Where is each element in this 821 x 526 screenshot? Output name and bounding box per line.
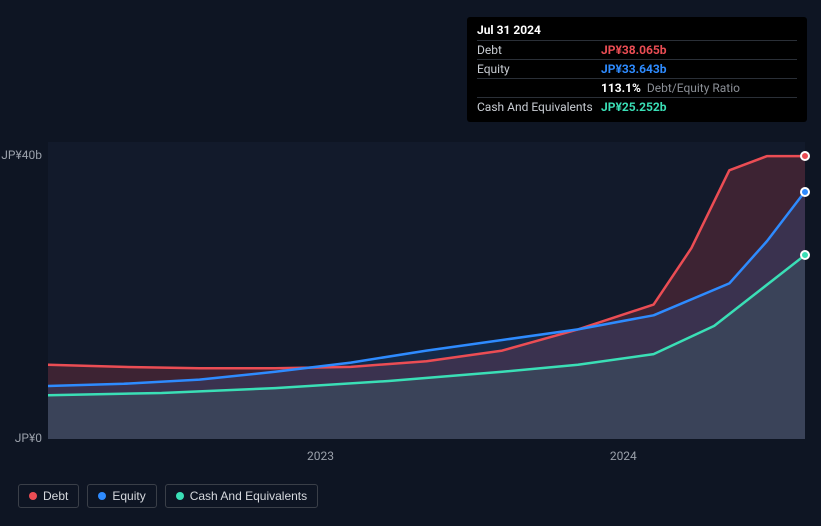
legend-item-cash-and-equivalents[interactable]: Cash And Equivalents bbox=[165, 484, 318, 508]
tooltip-row-label bbox=[477, 81, 601, 95]
legend-item-label: Equity bbox=[112, 489, 145, 503]
hover-tooltip: Jul 31 2024 DebtJP¥38.065bEquityJP¥33.64… bbox=[467, 17, 807, 122]
x-tick-label: 2023 bbox=[307, 449, 334, 463]
tooltip-row: Cash And EquivalentsJP¥25.252b bbox=[477, 97, 797, 116]
y-tick-label: JP¥40b bbox=[0, 148, 42, 162]
series-end-marker bbox=[800, 250, 810, 260]
tooltip-row-value: 113.1% bbox=[601, 81, 641, 95]
legend-item-label: Debt bbox=[43, 489, 68, 503]
legend: Debt Equity Cash And Equivalents bbox=[18, 484, 318, 508]
legend-item-equity[interactable]: Equity bbox=[87, 484, 156, 508]
tooltip-row-value: JP¥25.252b bbox=[601, 100, 667, 114]
legend-item-debt[interactable]: Debt bbox=[18, 484, 79, 508]
series-end-marker bbox=[800, 151, 810, 161]
legend-dot-icon bbox=[98, 492, 106, 500]
tooltip-row: DebtJP¥38.065b bbox=[477, 40, 797, 59]
tooltip-row-note: Debt/Equity Ratio bbox=[647, 81, 740, 95]
plot-area[interactable] bbox=[48, 142, 805, 439]
tooltip-date: Jul 31 2024 bbox=[477, 23, 797, 37]
x-tick-label: 2024 bbox=[610, 449, 637, 463]
legend-dot-icon bbox=[29, 492, 37, 500]
series-end-marker bbox=[800, 187, 810, 197]
chart-container: JP¥0JP¥40b 20232024 Jul 31 2024 DebtJP¥3… bbox=[0, 0, 821, 526]
y-tick-label: JP¥0 bbox=[0, 431, 42, 445]
tooltip-row-label: Debt bbox=[477, 43, 601, 57]
tooltip-row-label: Equity bbox=[477, 62, 601, 76]
tooltip-row: 113.1% Debt/Equity Ratio bbox=[477, 78, 797, 97]
legend-dot-icon bbox=[176, 492, 184, 500]
tooltip-row-value: JP¥33.643b bbox=[601, 62, 667, 76]
tooltip-row-label: Cash And Equivalents bbox=[477, 100, 601, 114]
tooltip-row: EquityJP¥33.643b bbox=[477, 59, 797, 78]
legend-item-label: Cash And Equivalents bbox=[190, 489, 307, 503]
tooltip-row-value: JP¥38.065b bbox=[601, 43, 667, 57]
